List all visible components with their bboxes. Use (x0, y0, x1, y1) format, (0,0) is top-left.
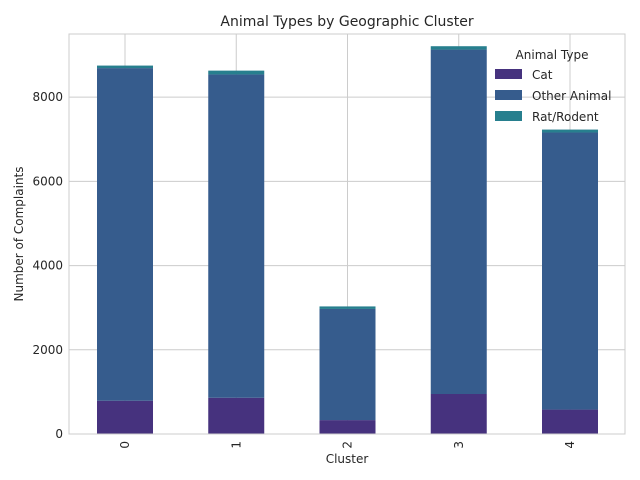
y-tick-label: 4000 (32, 259, 63, 273)
y-tick-label: 6000 (32, 174, 63, 188)
x-tick-label: 2 (341, 441, 355, 449)
bar-segment-rat-rodent (430, 46, 487, 50)
bars-layer (97, 46, 598, 434)
bar-segment-cat (319, 420, 376, 434)
bar-segment-other-animal (542, 132, 598, 410)
bar-segment-other-animal (430, 49, 487, 394)
legend-swatch (495, 111, 522, 121)
bar-segment-cat (97, 400, 153, 434)
bar-segment-rat-rodent (97, 65, 153, 69)
bar-segment-rat-rodent (542, 129, 598, 133)
legend-title: Animal Type (516, 48, 589, 62)
x-tick-label: 0 (118, 441, 132, 449)
x-tick-label: 4 (563, 441, 577, 449)
y-axis-label: Number of Complaints (12, 166, 26, 301)
bar-segment-other-animal (208, 74, 265, 398)
y-tick-label: 2000 (32, 343, 63, 357)
y-tick-label: 0 (55, 427, 63, 441)
bar-segment-cat (542, 409, 598, 434)
bar-segment-rat-rodent (208, 70, 265, 75)
legend-label: Other Animal (532, 89, 611, 103)
plot-frame (68, 33, 626, 435)
legend-label: Cat (532, 68, 553, 82)
bar-segment-other-animal (319, 308, 376, 421)
legend-swatch (495, 90, 522, 100)
legend-items: Cat Other Animal Rat/Rodent (495, 68, 611, 124)
y-tick-label: 8000 (32, 90, 63, 104)
bar-segment-cat (430, 394, 487, 434)
x-axis-label: Cluster (326, 452, 369, 466)
bar-segment-rat-rodent (319, 306, 376, 309)
legend: Animal Type Cat Other Animal Rat/Rodent (495, 48, 611, 124)
legend-label: Rat/Rodent (532, 110, 599, 124)
bar-segment-other-animal (97, 68, 153, 401)
x-tick-label: 3 (452, 441, 466, 449)
chart-title: Animal Types by Geographic Cluster (220, 14, 473, 30)
x-tick-label: 1 (229, 441, 243, 449)
bar-segment-cat (208, 397, 265, 434)
legend-swatch (495, 69, 522, 79)
ticks-layer: 0 2000 4000 6000 8000 0 1 2 3 4 (32, 90, 577, 448)
